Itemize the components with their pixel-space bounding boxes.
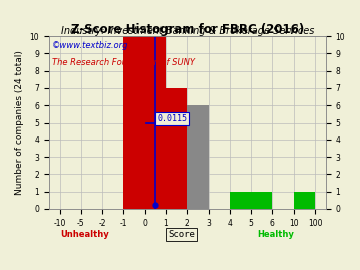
Title: Z-Score Histogram for FBRC (2016): Z-Score Histogram for FBRC (2016): [71, 23, 304, 36]
Bar: [123, 36, 166, 209]
Y-axis label: Number of companies (24 total): Number of companies (24 total): [15, 50, 24, 195]
Bar: [166, 88, 187, 209]
Text: Healthy: Healthy: [257, 230, 294, 239]
Text: ©www.textbiz.org: ©www.textbiz.org: [52, 41, 128, 50]
Bar: [230, 192, 273, 209]
Text: The Research Foundation of SUNY: The Research Foundation of SUNY: [52, 59, 195, 68]
Text: Score: Score: [168, 230, 195, 239]
Text: Industry: Investment Banking & Brokerage Services: Industry: Investment Banking & Brokerage…: [60, 26, 314, 36]
Text: Unhealthy: Unhealthy: [60, 230, 109, 239]
Bar: [187, 105, 208, 209]
Text: 0.0115: 0.0115: [157, 114, 187, 123]
Bar: [294, 192, 315, 209]
